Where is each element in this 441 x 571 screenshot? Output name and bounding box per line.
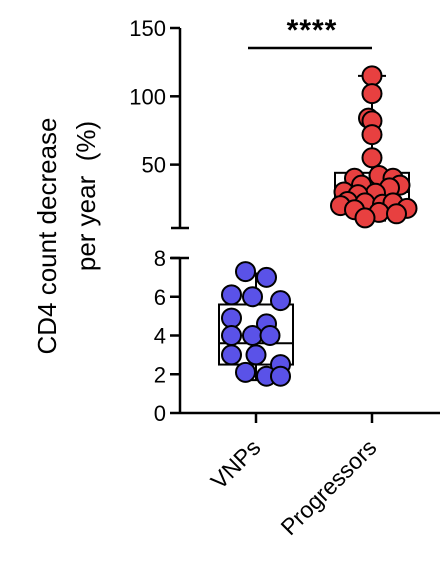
data-point-progressors — [361, 83, 383, 105]
data-point-vnps — [221, 325, 242, 346]
y-tick-label: 8 — [154, 246, 166, 271]
data-point-vnps — [221, 344, 242, 366]
data-point-progressors — [354, 207, 376, 229]
data-point-progressors — [386, 203, 407, 225]
data-point-vnps — [235, 261, 256, 283]
data-point-progressors — [361, 65, 383, 87]
y-tick-label: 4 — [154, 324, 166, 349]
axes-layer: 0 2 4 6 8 50 100 150 VNPs Progressors — [129, 16, 440, 540]
x-tick-label-progressors: Progressors — [275, 434, 381, 540]
data-point-vnps — [221, 284, 242, 306]
data-point-vnps — [270, 365, 291, 387]
y-tick-label: 2 — [154, 362, 166, 387]
data-point-vnps — [256, 266, 277, 288]
data-point-vnps — [259, 325, 281, 346]
y-tick-label: 0 — [154, 401, 166, 426]
y-tick-label: 100 — [129, 84, 166, 109]
significance-layer: **** — [248, 14, 372, 50]
points-layer — [221, 65, 418, 387]
y-tick-label: 150 — [129, 16, 166, 41]
data-point-vnps — [245, 344, 267, 366]
data-point-vnps — [270, 290, 291, 312]
significance-label: **** — [287, 14, 338, 47]
x-tick-label-vnps: VNPs — [206, 434, 266, 494]
label-layer: CD4 count decrease per year (%) — [32, 117, 101, 354]
data-point-vnps — [221, 307, 242, 329]
data-point-vnps — [242, 325, 263, 346]
data-point-progressors — [361, 147, 383, 169]
y-tick-label: 6 — [154, 285, 166, 310]
data-point-vnps — [242, 286, 263, 308]
y-tick-label: 50 — [142, 153, 166, 178]
y-axis-label-line2: per year (%) — [71, 121, 101, 271]
data-point-progressors — [361, 124, 383, 146]
data-point-vnps — [235, 361, 256, 383]
y-axis-label-line1: CD4 count decrease — [32, 117, 62, 354]
